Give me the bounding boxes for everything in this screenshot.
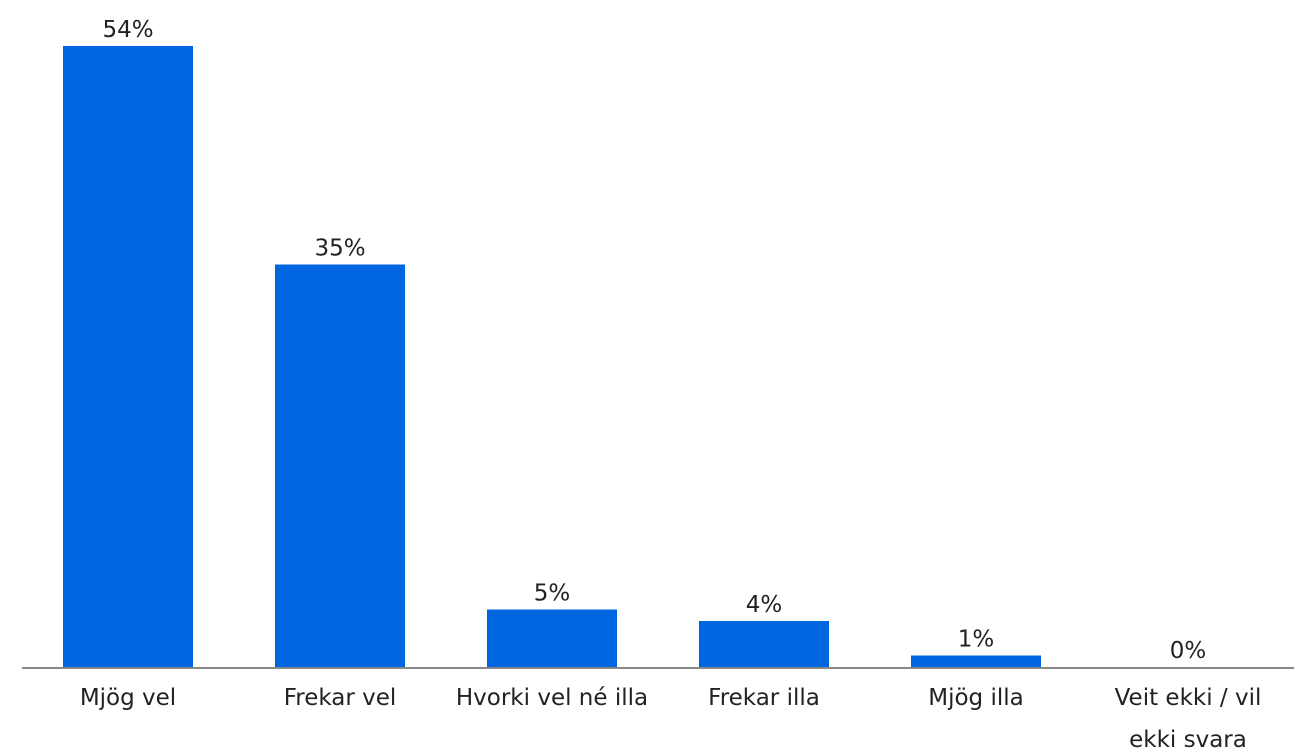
- x-tick-label: Mjög illa: [928, 685, 1024, 711]
- bar: [275, 264, 405, 667]
- value-label: 4%: [746, 592, 783, 618]
- x-tick-label: Frekar illa: [708, 685, 820, 711]
- bar: [911, 655, 1041, 667]
- x-tick-label: Mjög vel: [79, 685, 177, 711]
- value-label: 54%: [102, 17, 153, 43]
- bar: [63, 46, 193, 667]
- bar: [699, 621, 829, 667]
- value-label: 1%: [958, 627, 995, 653]
- x-tick-label: Frekar vel: [283, 685, 397, 711]
- value-label: 35%: [314, 236, 365, 262]
- value-label: 0%: [1170, 638, 1207, 664]
- bar: [487, 609, 617, 667]
- x-tick-label: Hvorki vel né illa: [455, 685, 649, 711]
- x-tick-label: Veit ekki / vil ekki svara: [1114, 685, 1262, 753]
- value-label: 5%: [534, 581, 571, 607]
